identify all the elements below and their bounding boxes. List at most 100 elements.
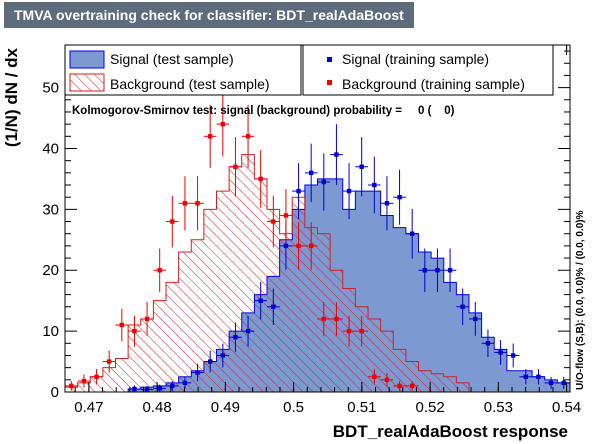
- background-training-point: [380, 372, 394, 387]
- y-tick-label: 30: [42, 201, 59, 218]
- signal-training-point: [229, 322, 242, 352]
- background-training-point: [203, 104, 217, 168]
- marker: [207, 359, 213, 364]
- marker: [283, 213, 289, 218]
- signal-training-point: [368, 156, 381, 214]
- marker: [334, 152, 339, 157]
- marker: [447, 268, 453, 273]
- marker: [460, 304, 465, 309]
- signal-training-point: [254, 281, 267, 320]
- marker: [106, 359, 112, 364]
- background-training-point: [166, 195, 179, 248]
- marker: [132, 386, 137, 392]
- y-tick-label: 0: [51, 384, 59, 401]
- background-training-point: [254, 150, 267, 208]
- background-test-histogram: [64, 154, 570, 393]
- marker: [346, 188, 352, 194]
- points-layer: [65, 91, 570, 392]
- marker: [170, 219, 175, 224]
- marker: [69, 383, 74, 389]
- legend-entry: Background (training sample): [327, 76, 525, 92]
- legend-label: Signal (test sample): [110, 51, 234, 67]
- marker: [132, 328, 137, 334]
- legend-swatch-signal-test: [69, 50, 105, 69]
- background-training-point: [191, 176, 204, 231]
- histogram-layer: [64, 154, 571, 393]
- legend-entry: Signal (test sample): [69, 50, 234, 69]
- signal-training-point: [557, 376, 570, 389]
- x-tick-label: 0.48: [143, 399, 172, 416]
- marker: [195, 201, 200, 206]
- marker: [409, 383, 415, 389]
- background-training-point: [342, 315, 356, 347]
- signal-training-point: [443, 248, 457, 293]
- signal-training-point: [380, 176, 394, 231]
- marker: [233, 164, 238, 169]
- marker: [258, 176, 263, 182]
- signal-training-point: [506, 343, 520, 368]
- signal-training-point: [203, 350, 217, 373]
- signal-training-point: [166, 381, 179, 391]
- background-training-point: [279, 189, 293, 242]
- marker: [321, 179, 327, 185]
- signal-training-point: [469, 302, 482, 336]
- background-training-point: [90, 369, 103, 385]
- legend-box-right: [302, 44, 554, 96]
- background-training-point: [140, 302, 154, 336]
- marker: [397, 194, 402, 200]
- legend-label: Signal (training sample): [342, 51, 489, 67]
- marker: [182, 380, 188, 386]
- marker: [561, 380, 566, 386]
- marker: [321, 316, 327, 322]
- background-training-point: [115, 308, 129, 342]
- marker: [144, 387, 150, 392]
- legend-entry: Signal (training sample): [327, 51, 489, 67]
- legend-label: Background (test sample): [110, 76, 270, 92]
- marker: [435, 268, 440, 273]
- signal-training-point: [456, 288, 469, 325]
- marker: [536, 374, 541, 379]
- x-tick-label: 0.52: [415, 399, 444, 416]
- signal-training-point: [292, 163, 305, 220]
- marker: [372, 374, 377, 379]
- marker: [384, 377, 390, 383]
- ks-test-text: Kolmogorov-Smirnov test: signal (backgro…: [72, 105, 455, 117]
- signal-training-point: [393, 169, 406, 225]
- background-training-point: [317, 302, 331, 336]
- x-tick-label: 0.51: [347, 399, 376, 416]
- y-tick-label: 40: [42, 140, 59, 157]
- marker: [485, 341, 491, 346]
- background-training-point: [355, 315, 368, 347]
- marker: [422, 268, 428, 273]
- marker: [207, 134, 213, 139]
- background-training-point: [77, 374, 91, 388]
- signal-training-point: [330, 124, 343, 185]
- marker: [94, 374, 99, 379]
- marker: [220, 121, 226, 127]
- marker: [283, 243, 289, 249]
- marker: [296, 188, 301, 194]
- marker: [359, 328, 364, 334]
- signal-training-point: [519, 369, 533, 385]
- background-training-point: [65, 381, 78, 391]
- background-training-point: [405, 381, 419, 391]
- marker: [195, 370, 200, 375]
- marker: [548, 380, 554, 386]
- marker: [346, 328, 352, 334]
- marker: [245, 134, 251, 139]
- marker: [510, 353, 516, 358]
- x-tick-label: 0.53: [484, 399, 513, 416]
- legend-label: Background (training sample): [342, 76, 525, 92]
- x-tick-label: 0.47: [74, 399, 103, 416]
- marker: [271, 304, 276, 309]
- signal-training-point: [304, 143, 318, 203]
- marker: [523, 374, 529, 379]
- y-tick-label: 20: [42, 262, 59, 279]
- background-training-point: [368, 369, 381, 385]
- x-tick-label: 0.5: [283, 399, 304, 416]
- background-training-point: [267, 195, 280, 248]
- marker: [119, 322, 125, 328]
- marker: [308, 243, 314, 249]
- signal-training-point: [544, 376, 558, 389]
